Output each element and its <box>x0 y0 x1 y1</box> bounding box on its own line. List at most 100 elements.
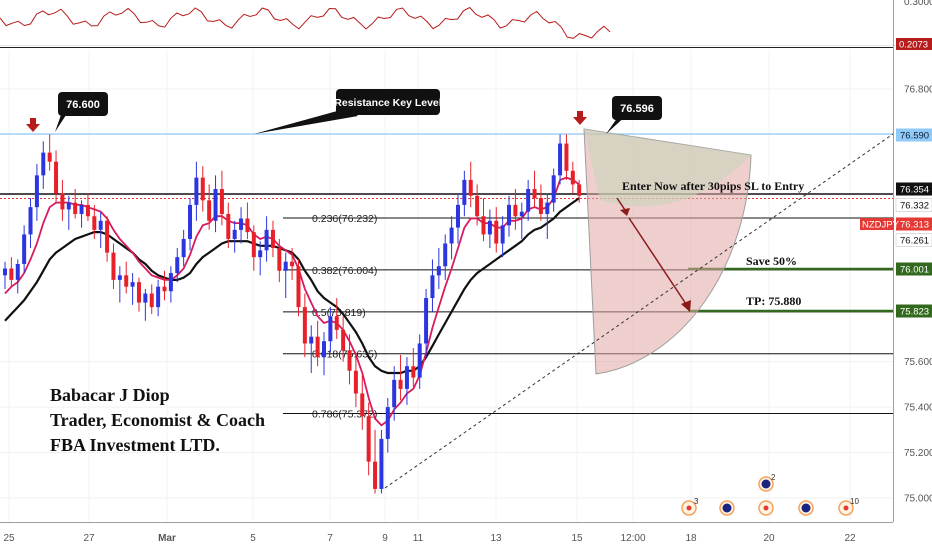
indicator-line <box>0 6 611 39</box>
candle-body <box>251 232 256 258</box>
candle-body <box>264 229 269 251</box>
candle-body <box>360 393 365 417</box>
flag-icon: 2 <box>758 473 776 492</box>
projection-top-fill <box>584 129 751 207</box>
price-badge-label: 76.590 <box>900 131 929 142</box>
price-badge <box>895 233 932 247</box>
indicator-value: 0.2073 <box>899 40 928 51</box>
candle-body <box>347 350 352 371</box>
fib-level-label: 0.236(76.232) <box>312 213 377 225</box>
candle-body <box>226 213 231 239</box>
candle-body <box>334 316 339 330</box>
author-company: FBA Investment LTD. <box>50 435 220 455</box>
candle-body <box>577 184 582 196</box>
candle-body <box>188 204 193 239</box>
event-marker: 10 <box>838 497 859 516</box>
candle-body <box>92 216 97 230</box>
author-name: Babacar J Diop <box>50 385 170 405</box>
candle-body <box>353 370 358 394</box>
entry-arrows <box>616 197 691 312</box>
time-tick-label: 27 <box>83 533 95 544</box>
trend-line[interactable] <box>384 133 894 489</box>
price-badge-label: 75.823 <box>900 307 929 318</box>
candle-body <box>136 282 141 303</box>
candle-body <box>398 379 403 389</box>
candle-body <box>15 263 20 280</box>
candle-body <box>411 366 416 378</box>
fib-level-label: 0.382(76.004) <box>312 265 377 277</box>
candle-body <box>207 200 212 221</box>
candle-body <box>54 161 59 194</box>
price-badges: 76.590 76.354 76.332 76.313 76.261 76.001 75.8… <box>860 128 932 318</box>
event-markers[interactable]: 3 2 10 <box>681 473 859 516</box>
short-arrow-line <box>616 197 626 211</box>
candle-body <box>564 143 569 171</box>
candle-body <box>175 257 180 274</box>
time-tick-label: 5 <box>250 533 256 544</box>
candle-body <box>181 238 186 258</box>
event-count: 2 <box>771 473 776 482</box>
candle-body <box>111 252 116 280</box>
candle-body <box>538 198 543 214</box>
callout-left-high[interactable]: 76.600 <box>55 92 108 132</box>
candle-body <box>213 188 218 221</box>
long-arrow-head <box>681 300 691 312</box>
candle-body <box>130 282 135 287</box>
fib-retracement[interactable]: 0.236(76.232) 0.382(76.004) 0.5(75.819) 0.6… <box>283 213 893 420</box>
candle-body <box>290 261 295 267</box>
flag-icon <box>798 500 814 516</box>
candle-body <box>455 204 460 228</box>
time-tick-label: 13 <box>490 533 502 544</box>
time-tick-label: 20 <box>763 533 775 544</box>
candle-body <box>22 234 27 264</box>
price-badge-label: 76.001 <box>900 265 929 276</box>
candle-body <box>73 202 78 214</box>
price-badge-label: 76.354 <box>900 185 929 196</box>
price-badge <box>895 198 932 212</box>
candle-body <box>545 202 550 214</box>
callout-right-high[interactable]: 76.596 <box>606 96 662 134</box>
candle-body <box>98 220 103 230</box>
flag-icon <box>719 500 735 516</box>
indicator-tick: 0.3000 <box>904 0 932 8</box>
candle-body <box>117 275 122 280</box>
candle-body <box>309 336 314 344</box>
candle-body <box>570 170 575 185</box>
time-tick-label: 7 <box>327 533 333 544</box>
time-axis[interactable]: 25 27 Mar 5 7 9 11 13 15 12:00 18 20 22 <box>3 533 856 544</box>
candle-body <box>417 343 422 378</box>
time-tick-label: 15 <box>571 533 583 544</box>
price-tick-label: 75.600 <box>904 357 932 368</box>
tp-note: TP: 75.880 <box>746 294 801 308</box>
candle-body <box>513 204 518 217</box>
callout-resistance[interactable]: Resistance Key Level <box>254 89 442 134</box>
save-note: Save 50% <box>746 254 797 268</box>
candle-body <box>200 177 205 201</box>
candle-body <box>194 177 199 205</box>
time-tick-label: 9 <box>382 533 388 544</box>
candle-body <box>79 204 84 214</box>
candle-body <box>468 179 473 196</box>
candle-body <box>379 438 384 489</box>
short-arrow-head <box>620 208 630 216</box>
candle-body <box>404 366 409 389</box>
candle-body <box>296 266 301 308</box>
candle-body <box>487 220 492 235</box>
candle-body <box>322 341 326 358</box>
price-badge <box>896 217 932 231</box>
candle-body <box>41 152 46 176</box>
candle-body <box>443 243 448 267</box>
candle-body <box>232 229 237 239</box>
long-arrow-line <box>628 217 687 305</box>
price-badge-label: 76.313 <box>900 220 929 231</box>
candle-body <box>143 293 148 303</box>
fib-level-label: 0.5(75.819) <box>312 307 366 319</box>
symbol-badge-label: NZDJPY <box>862 220 900 231</box>
price-badge <box>896 262 932 276</box>
candle-body <box>239 218 244 230</box>
callout-resistance-text: Resistance Key Level <box>334 97 441 109</box>
time-tick-label: Mar <box>158 533 176 544</box>
candle-body <box>34 175 39 208</box>
